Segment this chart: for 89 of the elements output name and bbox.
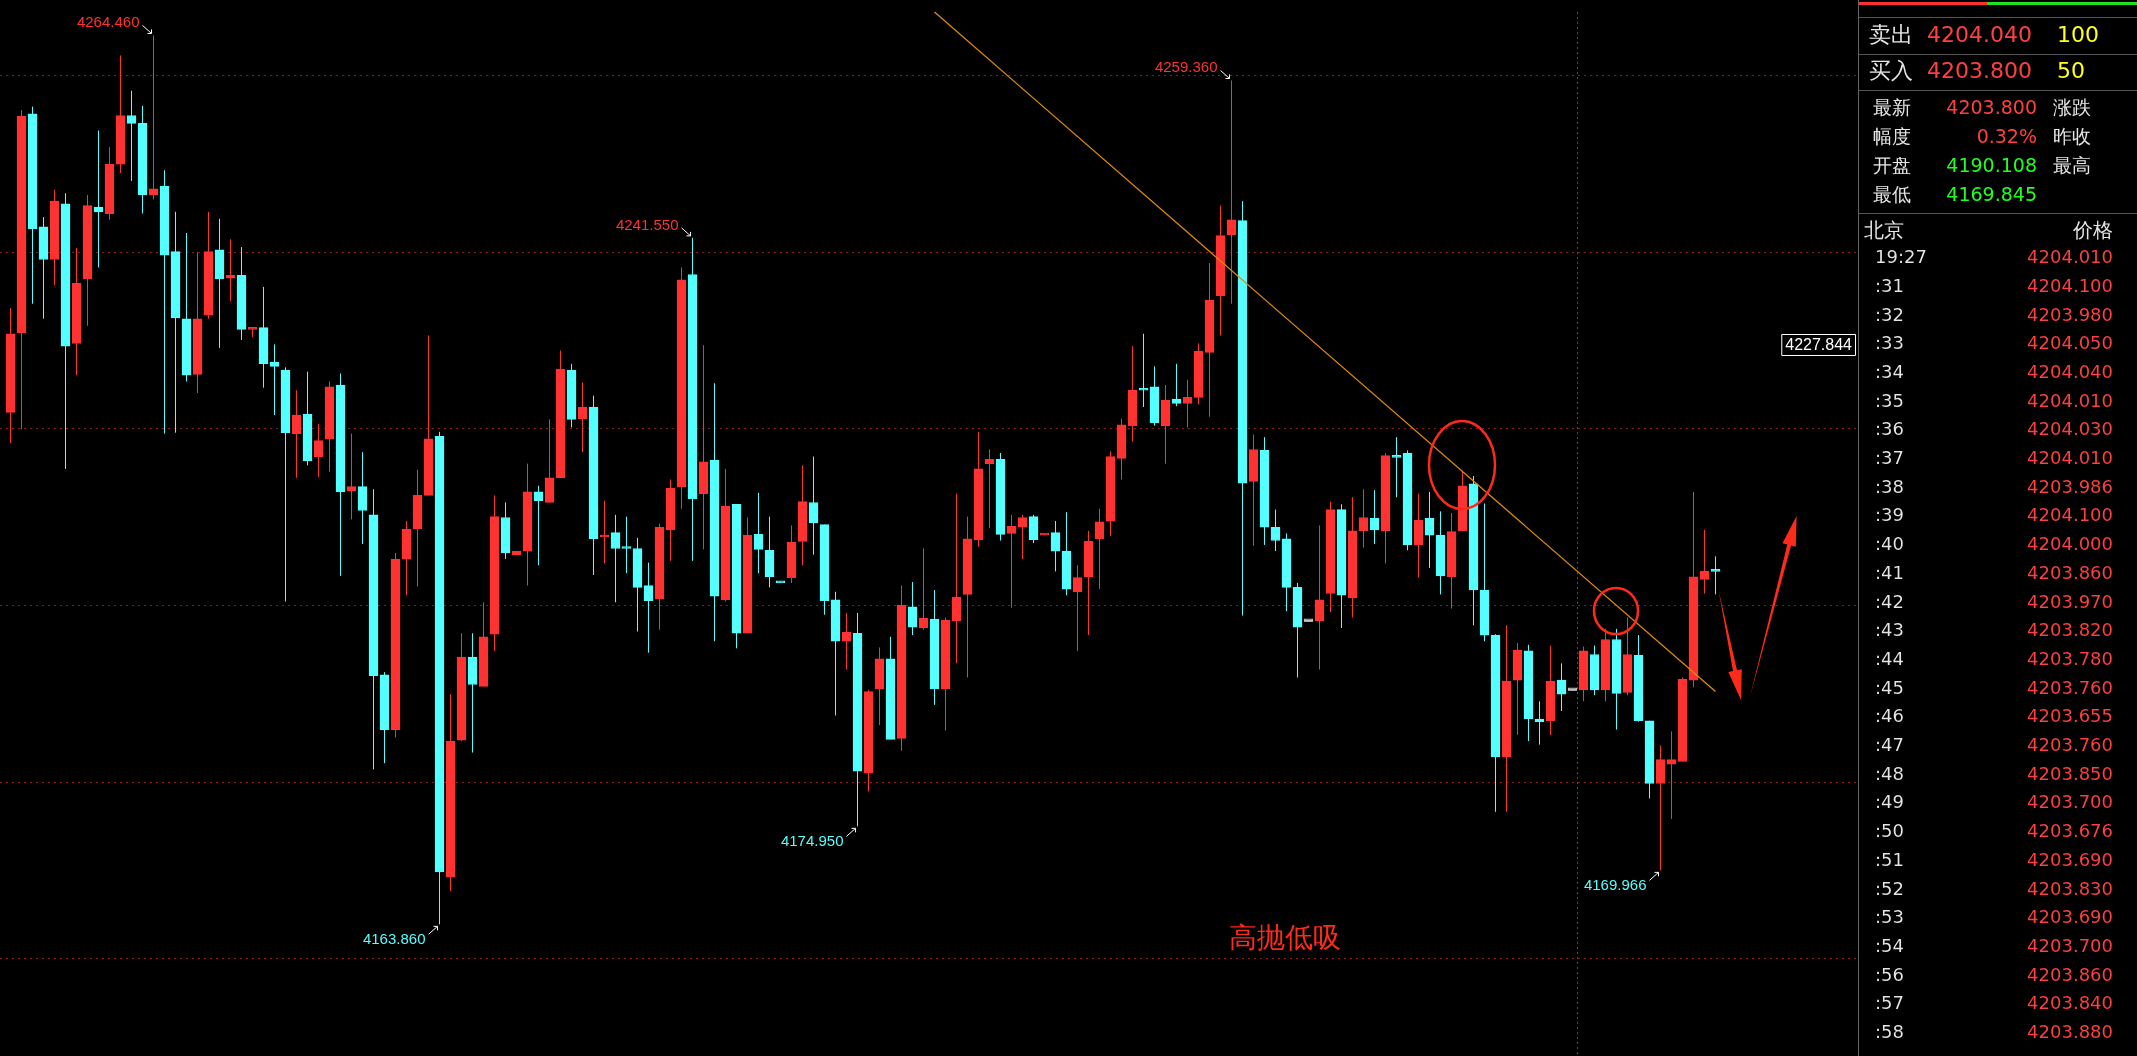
candlestick bbox=[610, 514, 621, 603]
text: :39 4204.100 bbox=[1875, 504, 2113, 526]
text: 昨收 bbox=[2053, 124, 2091, 147]
text: :43 4203.820 bbox=[1875, 619, 2113, 641]
candlestick bbox=[643, 562, 654, 654]
candlestick bbox=[1556, 662, 1567, 712]
text: :41 4203.860 bbox=[1875, 561, 2113, 583]
text: 4203.800 bbox=[1946, 95, 2037, 118]
candlestick bbox=[1050, 520, 1061, 572]
annotation: 4163.860 bbox=[362, 930, 426, 948]
candlestick bbox=[148, 34, 159, 200]
text: :33 4204.050 bbox=[1875, 332, 2113, 354]
candlestick bbox=[1655, 745, 1666, 871]
text: :49 4203.700 bbox=[1875, 791, 2113, 813]
candlestick bbox=[841, 612, 852, 671]
candlestick bbox=[808, 456, 819, 556]
candlestick bbox=[1072, 564, 1083, 652]
text: :31 4204.100 bbox=[1875, 274, 2113, 296]
text: :54 4203.700 bbox=[1875, 934, 2113, 956]
candlestick bbox=[1138, 333, 1149, 408]
text: :46 4203.655 bbox=[1875, 705, 2113, 727]
text: :36 4204.030 bbox=[1875, 418, 2113, 440]
candlestick bbox=[1424, 491, 1435, 569]
text: 开盘 bbox=[1873, 153, 1911, 176]
text: :42 4203.970 bbox=[1875, 590, 2113, 612]
candlestick bbox=[951, 493, 962, 664]
candlestick bbox=[753, 492, 764, 574]
candlestick bbox=[1182, 379, 1193, 428]
text: :34 4204.040 bbox=[1875, 360, 2113, 382]
candlestick bbox=[1699, 529, 1710, 595]
text: 幅度 bbox=[1873, 124, 1911, 147]
text: :57 4203.840 bbox=[1875, 992, 2113, 1014]
text: 最低 bbox=[1873, 182, 1911, 205]
text: :44 4203.780 bbox=[1875, 647, 2113, 669]
candlestick bbox=[126, 90, 137, 182]
text: :40 4204.000 bbox=[1875, 533, 2113, 555]
candlestick bbox=[291, 389, 302, 479]
text: :50 4203.676 bbox=[1875, 820, 2113, 842]
text: :37 4204.010 bbox=[1875, 447, 2113, 468]
text: :38 4203.986 bbox=[1875, 475, 2113, 497]
text: 50 bbox=[2057, 57, 2085, 83]
text: 4227.844 bbox=[1785, 336, 1853, 354]
annotation: 4241.550 bbox=[615, 215, 679, 233]
text: 最新 bbox=[1873, 95, 1911, 118]
candlestick bbox=[577, 381, 588, 453]
text: 4169.845 bbox=[1946, 182, 2037, 205]
candlestick bbox=[1391, 436, 1402, 498]
text: 0.32% bbox=[1976, 124, 2037, 147]
annotation: 4259.360 bbox=[1154, 58, 1218, 76]
text: :58 4203.880 bbox=[1875, 1021, 2113, 1042]
candlestick bbox=[1314, 524, 1325, 671]
text: :51 4203.690 bbox=[1875, 848, 2113, 870]
text: 4204.040 bbox=[1927, 21, 2032, 47]
text: 19:27 4204.010 bbox=[1875, 246, 2113, 268]
text: 涨跌 bbox=[2053, 95, 2091, 118]
text: 最高 bbox=[2053, 153, 2091, 176]
text: :47 4203.760 bbox=[1875, 734, 2113, 755]
candlestick bbox=[1358, 488, 1369, 549]
annotation: 4174.950 bbox=[780, 832, 844, 850]
text: 卖出 bbox=[1869, 21, 1913, 47]
annotation: 4264.460 bbox=[76, 13, 140, 31]
text: 北京 bbox=[1864, 218, 1904, 242]
candlestick bbox=[1006, 514, 1017, 609]
text: 4190.108 bbox=[1946, 153, 2037, 176]
candlestick bbox=[1413, 493, 1424, 579]
candlestick bbox=[1710, 555, 1721, 595]
annotation: 4169.966 bbox=[1583, 876, 1647, 894]
text: :48 4203.850 bbox=[1875, 762, 2113, 784]
text: :52 4203.830 bbox=[1875, 877, 2113, 899]
candlestick bbox=[621, 516, 632, 574]
candlestick bbox=[907, 581, 918, 636]
text: :32 4203.980 bbox=[1875, 303, 2113, 325]
text: :35 4204.010 bbox=[1875, 389, 2113, 411]
annotation: 高抛低吸 bbox=[1229, 921, 1341, 955]
candlestick bbox=[1028, 514, 1039, 544]
candlestick bbox=[1270, 509, 1281, 552]
candlestick bbox=[1226, 80, 1237, 305]
candlestick bbox=[313, 423, 324, 478]
text: 价格 bbox=[2073, 218, 2113, 242]
candlestick bbox=[544, 418, 555, 504]
text: 4203.800 bbox=[1927, 57, 2032, 83]
candlestick bbox=[1017, 514, 1028, 560]
candlestick bbox=[357, 451, 368, 545]
text: :45 4203.760 bbox=[1875, 676, 2113, 698]
candlestick bbox=[1369, 489, 1380, 545]
text: :53 4203.690 bbox=[1875, 906, 2113, 928]
text: 买入 bbox=[1869, 57, 1913, 83]
text: 100 bbox=[2057, 21, 2099, 47]
text: :56 4203.860 bbox=[1875, 963, 2113, 985]
